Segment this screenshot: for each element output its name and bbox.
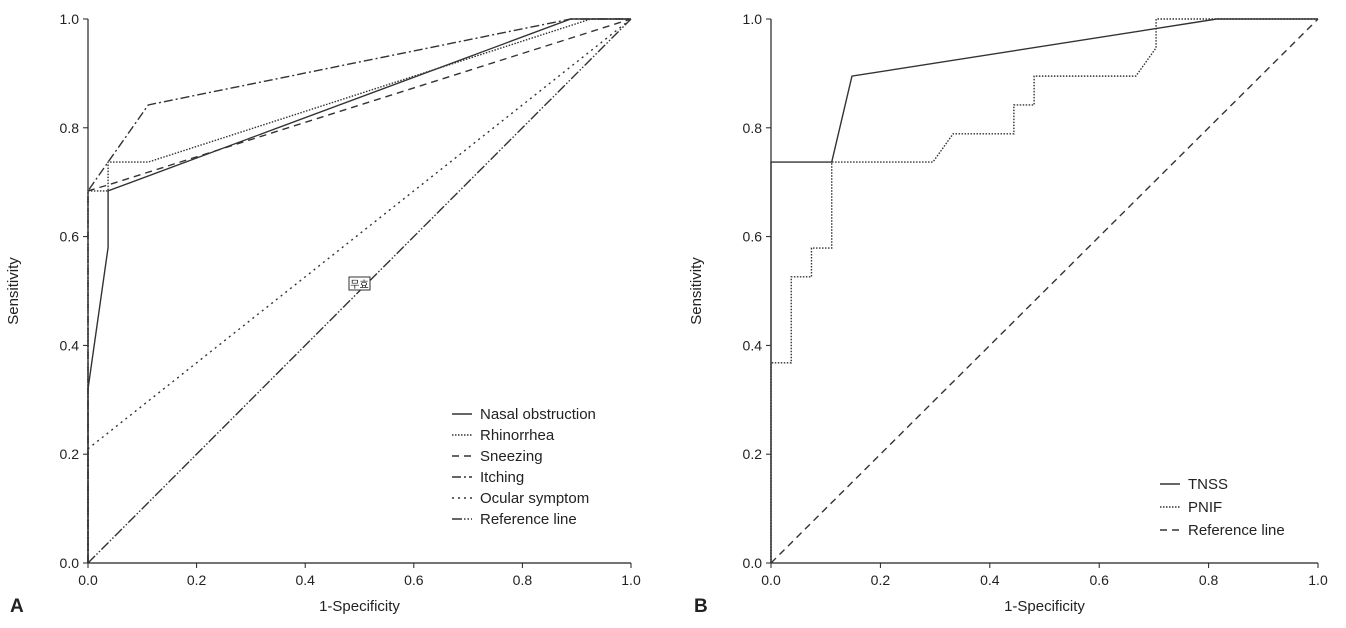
y-tick-label: 0.2 — [743, 446, 763, 462]
y-tick-label: 0.4 — [60, 337, 80, 353]
legend-label: Sneezing — [480, 448, 543, 465]
x-tick-label: 0.4 — [295, 572, 315, 588]
x-tick-label: 1.0 — [1308, 572, 1328, 588]
y-tick-label: 1.0 — [60, 11, 80, 27]
x-tick-label: 0.8 — [513, 572, 533, 588]
y-tick-label: 0.0 — [743, 555, 763, 571]
x-tick-label: 0.0 — [761, 572, 781, 588]
x-tick-label: 0.2 — [871, 572, 891, 588]
x-tick-label: 0.6 — [1089, 572, 1109, 588]
y-tick-label: 0.2 — [60, 446, 80, 462]
panel-letter-b: B — [694, 596, 708, 617]
annotation-label: 무효 — [350, 279, 368, 291]
y-axis-title: Sensitivity — [5, 257, 22, 325]
y-tick-label: 0.4 — [743, 337, 763, 353]
legend-label: TNSS — [1188, 476, 1228, 493]
y-tick-label: 0.6 — [743, 229, 763, 245]
legend-label: PNIF — [1188, 499, 1222, 516]
legend-label: Reference line — [1188, 522, 1285, 539]
series-line-ocular-symptom — [87, 18, 632, 563]
annotation-stamp: 무효 — [348, 276, 371, 291]
panel-b: 0.0 0.2 0.4 0.6 0.8 1.0 0.0 0.2 0.4 0.6 0.8 1.0 1-Sp… — [688, 11, 1328, 615]
series-line-reference-line — [87, 18, 632, 564]
legend-label: Reference line — [480, 511, 577, 528]
x-tick-label: 1.0 — [621, 572, 641, 588]
panel-letter-a: A — [10, 596, 24, 617]
y-tick-label: 0.8 — [743, 120, 763, 136]
series-line-sneezing — [87, 18, 632, 563]
y-tick-label: 0.6 — [60, 229, 80, 245]
x-tick-label: 0.0 — [78, 572, 98, 588]
legend-label: Nasal obstruction — [480, 406, 596, 423]
x-axis-title: 1-Specificity — [1004, 598, 1085, 615]
y-tick-label: 1.0 — [743, 11, 763, 27]
legend-label: Rhinorrhea — [480, 427, 555, 444]
x-axis-title: 1-Specificity — [319, 598, 400, 615]
y-axis-title: Sensitivity — [688, 257, 705, 325]
x-tick-label: 0.6 — [404, 572, 424, 588]
x-tick-label: 0.4 — [980, 572, 1000, 588]
series-line-reference-line — [770, 18, 1319, 564]
x-tick-label: 0.2 — [187, 572, 207, 588]
panel-a: 0.0 0.2 0.4 0.6 0.8 1.0 0.0 0.2 0.4 0.6 0.8 1.0 1-Sp… — [5, 11, 641, 615]
series-line-itching — [87, 18, 631, 563]
x-tick-label: 0.8 — [1199, 572, 1219, 588]
series-line-pnif — [770, 18, 1318, 563]
legend-label: Ocular symptom — [480, 490, 589, 507]
y-tick-label: 0.8 — [60, 120, 80, 136]
y-tick-label: 0.0 — [60, 555, 80, 571]
legend-label: Itching — [480, 469, 524, 486]
